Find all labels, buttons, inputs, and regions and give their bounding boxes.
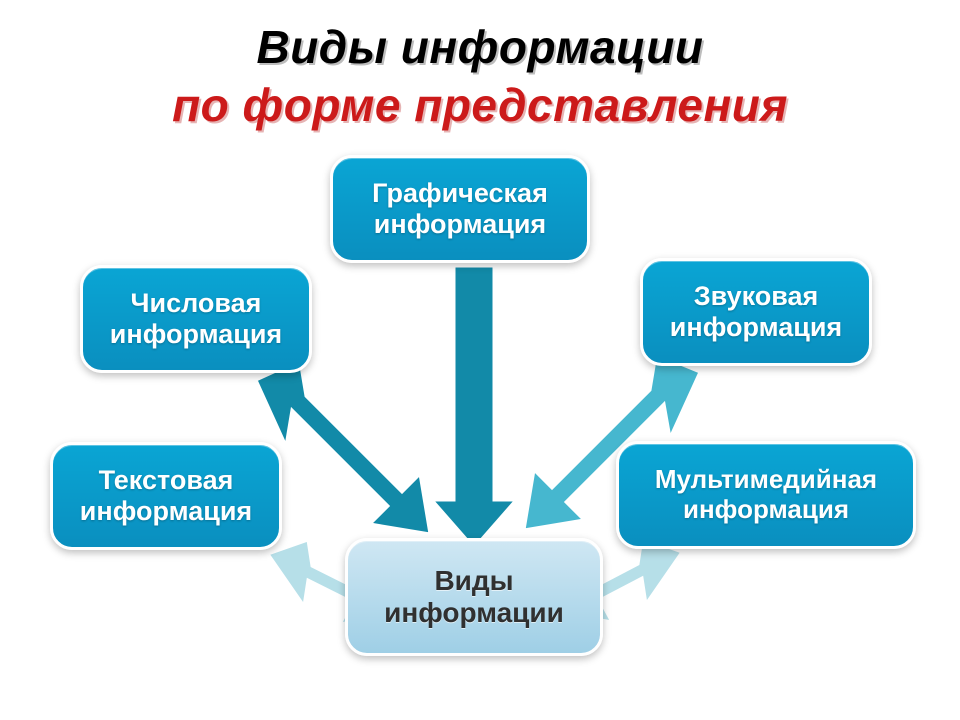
node-sound-label: Звуковаяинформация xyxy=(657,281,855,343)
arrow-numeric-g xyxy=(270,360,410,520)
node-numeric: Числоваяинформация xyxy=(80,265,312,373)
node-sound: Звуковаяинформация xyxy=(640,258,872,366)
node-center-label: Видыинформации xyxy=(362,565,586,629)
arrow-numeric xyxy=(262,350,410,522)
node-text: Текстоваяинформация xyxy=(50,442,282,550)
title-text-2: по форме представления xyxy=(172,79,788,131)
node-graphic: Графическаяинформация xyxy=(330,155,590,263)
title-text-1: Виды информации xyxy=(256,21,703,73)
arrow-from-numeric xyxy=(264,364,432,530)
diagram-stage: Виды информации по форме представления xyxy=(0,0,960,720)
arrow-graphic xyxy=(432,268,516,548)
node-multimedia-label: Мультимедийнаяинформация xyxy=(633,465,899,525)
node-graphic-label: Графическаяинформация xyxy=(347,178,573,240)
node-multimedia: Мультимедийнаяинформация xyxy=(616,441,916,549)
title-line-1: Виды информации xyxy=(0,20,960,74)
node-text-label: Текстоваяинформация xyxy=(67,465,265,527)
title-line-2: по форме представления xyxy=(0,78,960,132)
node-numeric-label: Числоваяинформация xyxy=(97,288,295,350)
arrow-numeric-final xyxy=(256,360,430,534)
arrow-graphic-clean xyxy=(432,266,516,548)
node-center: Видыинформации xyxy=(345,538,603,656)
